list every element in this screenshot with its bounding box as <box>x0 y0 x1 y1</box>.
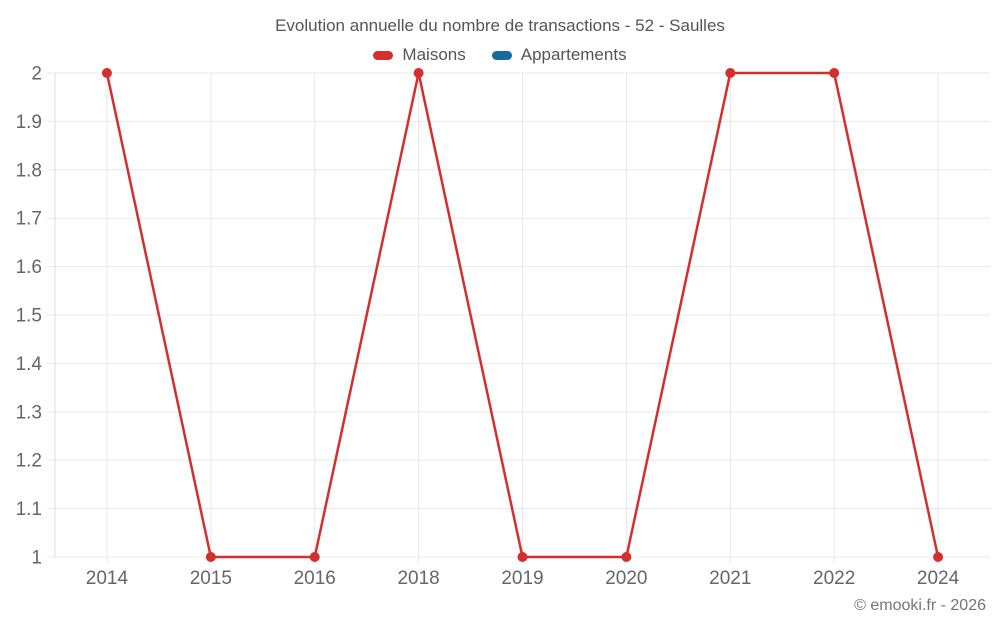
y-tick-label: 1.1 <box>16 499 42 520</box>
legend-item-appartements[interactable]: Appartements <box>491 45 627 65</box>
y-tick-label: 1.5 <box>16 306 42 327</box>
x-tick-label: 2015 <box>190 568 232 589</box>
y-tick-label: 1.9 <box>16 112 42 133</box>
data-point-maisons-2016[interactable] <box>309 552 320 562</box>
legend-label-maisons: Maisons <box>402 45 466 64</box>
x-tick-label: 2022 <box>813 568 855 589</box>
data-point-maisons-2015[interactable] <box>205 552 216 562</box>
series-maisons <box>101 68 944 562</box>
data-point-maisons-2018[interactable] <box>413 68 424 78</box>
y-tick-label: 1.3 <box>16 402 42 423</box>
x-tick-label: 2014 <box>86 568 129 589</box>
x-tick-label: 2018 <box>397 568 439 589</box>
x-tick-label: 2024 <box>917 568 960 589</box>
data-point-maisons-2014[interactable] <box>101 68 112 78</box>
data-point-maisons-2021[interactable] <box>725 68 736 78</box>
legend-label-appartements: Appartements <box>520 45 627 64</box>
y-grid-and-labels: 1 1.1 1.2 1.3 1.4 1.5 1.6 1.7 1.8 1.9 2 <box>16 64 990 569</box>
y-tick-label: 1.8 <box>16 160 42 181</box>
x-tick-label: 2016 <box>294 568 336 589</box>
data-point-maisons-2019[interactable] <box>517 552 528 562</box>
y-tick-label: 1 <box>31 548 42 569</box>
y-tick-label: 1.6 <box>16 257 42 278</box>
x-tick-label: 2019 <box>501 568 543 589</box>
copyright-footer: © emooki.fr - 2026 <box>854 597 986 614</box>
y-tick-label: 1.4 <box>16 354 43 375</box>
data-point-maisons-2024[interactable] <box>933 552 944 562</box>
y-tick-label: 1.2 <box>16 451 42 472</box>
legend-item-maisons[interactable]: Maisons <box>373 45 466 65</box>
x-tick-label: 2020 <box>605 568 647 589</box>
data-point-maisons-2020[interactable] <box>621 552 632 562</box>
y-tick-label: 1.7 <box>16 209 42 230</box>
legend-swatch-maisons-icon <box>373 50 394 60</box>
data-point-maisons-2022[interactable] <box>829 68 840 78</box>
x-grid-and-labels: 2014 2015 2016 2018 2019 2020 2021 2022 2024 <box>86 73 960 589</box>
legend-swatch-appartements-icon <box>491 50 512 60</box>
chart-legend: Maisons Appartements <box>0 45 1000 65</box>
x-tick-label: 2021 <box>709 568 751 589</box>
y-tick-label: 2 <box>31 64 42 85</box>
chart-title: Evolution annuelle du nombre de transact… <box>275 16 725 35</box>
